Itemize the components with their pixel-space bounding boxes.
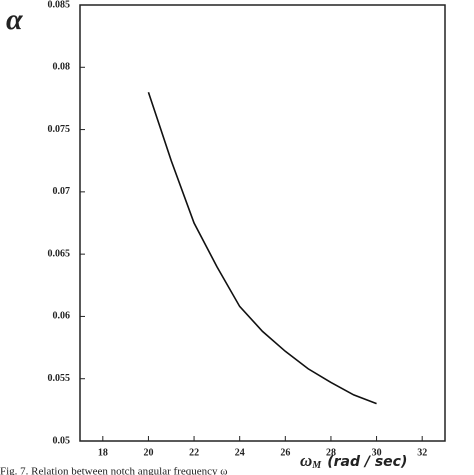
x-tick-label: 30 [372, 447, 382, 458]
x-tick-label: 26 [280, 447, 290, 458]
y-tick-label: 0.075 [48, 124, 71, 135]
y-tick-label: 0.085 [48, 0, 71, 10]
y-tick-label: 0.065 [48, 248, 71, 259]
y-tick-label: 0.05 [53, 435, 71, 446]
data-line [147, 91, 377, 405]
x-tick-label: 20 [143, 447, 153, 458]
x-tick-label: 22 [189, 447, 199, 458]
x-tick-label: 28 [326, 447, 336, 458]
y-axis-label: α [6, 3, 23, 36]
y-tick-label: 0.08 [53, 62, 71, 73]
x-label-unit: (rad / sec) [327, 454, 407, 470]
x-tick-label: 24 [235, 447, 245, 458]
x-label-subscript: M [311, 460, 322, 471]
y-tick-label: 0.06 [53, 311, 71, 322]
x-tick-label: 18 [98, 447, 108, 458]
x-axis-label: ωM (rad / sec) [300, 451, 407, 471]
plot-frame [79, 4, 446, 442]
y-tick-label: 0.055 [48, 373, 71, 384]
x-label-symbol: ω [300, 451, 312, 470]
figure-caption: Fig. 7. Relation between notch angular f… [0, 466, 227, 475]
x-tick-label: 32 [417, 447, 427, 458]
y-tick-label: 0.07 [53, 186, 71, 197]
